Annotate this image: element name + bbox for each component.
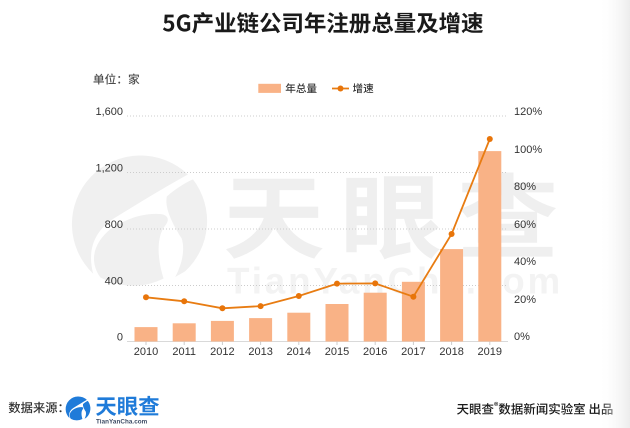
- svg-text:2015: 2015: [325, 346, 349, 358]
- svg-text:80%: 80%: [514, 181, 536, 193]
- svg-text:120%: 120%: [514, 106, 542, 118]
- svg-text:0: 0: [117, 332, 123, 344]
- svg-text:2017: 2017: [401, 346, 425, 358]
- svg-text:TianYanCha.com: TianYanCha.com: [227, 260, 563, 301]
- svg-text:40%: 40%: [514, 256, 536, 268]
- svg-text:1,600: 1,600: [95, 106, 123, 118]
- svg-text:20%: 20%: [514, 294, 536, 306]
- svg-text:2012: 2012: [210, 346, 234, 358]
- svg-text:2013: 2013: [248, 346, 272, 358]
- svg-text:2014: 2014: [287, 346, 311, 358]
- svg-text:2010: 2010: [134, 346, 158, 358]
- svg-text:2016: 2016: [363, 346, 387, 358]
- svg-text:2011: 2011: [172, 346, 196, 358]
- svg-text:60%: 60%: [514, 219, 536, 231]
- svg-text:800: 800: [105, 219, 123, 231]
- svg-text:TianYanCha.com: TianYanCha.com: [96, 418, 148, 425]
- svg-text:0%: 0%: [514, 331, 530, 343]
- svg-text:100%: 100%: [514, 144, 542, 156]
- svg-text:1,200: 1,200: [95, 163, 123, 175]
- svg-text:400: 400: [105, 276, 123, 288]
- svg-text:2018: 2018: [439, 346, 463, 358]
- svg-text:2019: 2019: [478, 346, 502, 358]
